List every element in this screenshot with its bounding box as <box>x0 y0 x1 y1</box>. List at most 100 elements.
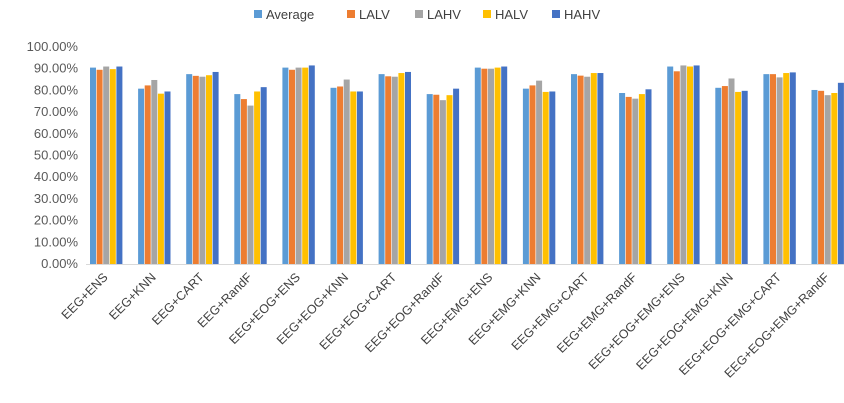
bar-hahv-eeg-eog-emg-ens <box>693 65 700 264</box>
bar-hahv-eeg-eog-emg-randf <box>837 82 844 264</box>
bar-lahv-eeg-eog-knn <box>343 79 350 264</box>
bar-hahv-eeg-randf <box>260 87 267 265</box>
bar-lalv-eeg-emg-randf <box>625 96 632 264</box>
legend-label: LALV <box>359 7 390 22</box>
legend-swatch <box>254 10 262 18</box>
y-tick-label: 10.00% <box>34 234 79 249</box>
bar-halv-eeg-emg-knn <box>542 91 549 264</box>
bar-hahv-eeg-eog-emg-knn <box>741 90 748 264</box>
legend-label: Average <box>266 7 314 22</box>
legend-swatch <box>552 10 560 18</box>
bar-average-eeg-emg-knn <box>522 88 529 264</box>
legend-item-lahv: LAHV <box>415 7 461 22</box>
bar-lalv-eeg-eog-knn <box>337 86 344 265</box>
legend-swatch <box>415 10 423 18</box>
legend-label: LAHV <box>427 7 461 22</box>
bar-hahv-eeg-emg-randf <box>645 89 652 264</box>
legend-item-halv: HALV <box>483 7 528 22</box>
y-tick-label: 60.00% <box>34 126 79 141</box>
bar-average-eeg-eog-emg-ens <box>667 66 674 264</box>
bar-lahv-eeg-knn <box>151 79 158 264</box>
bar-lalv-eeg-eog-randf <box>433 94 440 265</box>
y-tick-label: 40.00% <box>34 169 79 184</box>
legend-item-lalv: LALV <box>347 7 390 22</box>
bar-halv-eeg-eog-cart <box>398 73 405 264</box>
bar-average-eeg-cart <box>186 74 193 265</box>
bar-halv-eeg-eog-randf <box>446 95 453 264</box>
x-axis: EEG+ENSEEG+KNNEEG+CARTEEG+RandFEEG+EOG+E… <box>59 264 844 381</box>
bar-average-eeg-emg-ens <box>474 67 481 264</box>
bar-hahv-eeg-eog-knn <box>356 91 363 264</box>
bar-lahv-eeg-eog-randf <box>439 100 446 264</box>
legend-label: HAHV <box>564 7 600 22</box>
bar-lalv-eeg-cart <box>192 75 199 264</box>
bar-lahv-eeg-eog-emg-randf <box>824 95 831 264</box>
bar-lalv-eeg-knn <box>144 85 151 264</box>
bar-lalv-eeg-emg-knn <box>529 85 536 264</box>
bar-hahv-eeg-emg-cart <box>597 73 604 264</box>
bar-hahv-eeg-ens <box>116 66 123 264</box>
bar-lahv-eeg-ens <box>103 66 110 264</box>
bar-lalv-eeg-eog-emg-cart <box>770 74 776 265</box>
y-tick-label: 80.00% <box>34 82 79 97</box>
bar-lalv-eeg-emg-ens <box>481 68 488 264</box>
bar-average-eeg-eog-cart <box>378 74 385 265</box>
bar-lalv-eeg-eog-cart <box>385 76 392 264</box>
bar-lahv-eeg-eog-emg-knn <box>728 78 735 264</box>
bar-lahv-eeg-emg-cart <box>584 76 591 264</box>
legend: Average LALV LAHV HALV HAHV <box>254 7 600 22</box>
bar-hahv-eeg-eog-ens <box>308 65 315 264</box>
y-tick-label: 20.00% <box>34 213 79 228</box>
bar-lahv-eeg-cart <box>199 76 206 264</box>
x-tick-label: EEG+KNN <box>106 270 158 322</box>
bar-lahv-eeg-eog-emg-ens <box>680 65 687 264</box>
bar-lahv-eeg-emg-knn <box>536 80 543 264</box>
bar-lahv-eeg-eog-ens <box>295 67 302 264</box>
y-axis: 0.00% 10.00% 20.00% 30.00% 40.00% 50.00% 60.00… <box>27 39 79 271</box>
bar-halv-eeg-emg-ens <box>494 67 501 264</box>
legend-item-hahv: HAHV <box>552 7 600 22</box>
bar-average-eeg-eog-randf <box>426 94 433 264</box>
bar-average-eeg-emg-randf <box>619 93 626 264</box>
y-tick-label: 70.00% <box>34 104 79 119</box>
bar-hahv-eeg-eog-cart <box>405 71 411 264</box>
x-tick-label: EEG+EOG+RandF <box>362 270 447 355</box>
bar-lahv-eeg-emg-ens <box>488 68 494 264</box>
bar-hahv-eeg-emg-knn <box>549 91 556 264</box>
y-tick-label: 0.00% <box>41 256 78 271</box>
bar-lahv-eeg-emg-randf <box>632 98 639 265</box>
bar-average-eeg-eog-ens <box>282 67 289 264</box>
bar-hahv-eeg-eog-randf <box>453 88 460 264</box>
x-tick-label: EEG+EOG+EMG+KNN <box>633 270 735 372</box>
bar-lalv-eeg-eog-emg-ens <box>673 71 680 264</box>
bar-lahv-eeg-eog-cart <box>391 76 398 264</box>
bar-halv-eeg-eog-emg-randf <box>831 93 838 264</box>
legend-swatch <box>347 10 355 18</box>
bar-hahv-eeg-emg-ens <box>501 66 508 264</box>
bar-halv-eeg-emg-randf <box>638 94 645 264</box>
bar-lalv-eeg-randf <box>240 99 247 264</box>
legend-label: HALV <box>495 7 528 22</box>
bars <box>90 65 844 265</box>
bar-halv-eeg-ens <box>109 69 116 264</box>
bar-halv-eeg-eog-emg-ens <box>687 66 693 264</box>
bar-halv-eeg-emg-cart <box>590 73 597 264</box>
bar-lalv-eeg-eog-emg-knn <box>721 86 728 264</box>
y-tick-label: 50.00% <box>34 148 79 163</box>
bar-halv-eeg-eog-knn <box>350 91 357 264</box>
bar-lahv-eeg-eog-emg-cart <box>776 77 783 264</box>
bar-lalv-eeg-eog-emg-randf <box>818 90 825 264</box>
legend-swatch <box>483 10 491 18</box>
bar-average-eeg-randf <box>234 94 241 264</box>
legend-item-average: Average <box>254 7 314 22</box>
bar-lahv-eeg-randf <box>247 105 254 264</box>
bar-average-eeg-knn <box>138 88 145 264</box>
bar-hahv-eeg-eog-emg-cart <box>789 72 796 264</box>
bar-lalv-eeg-ens <box>96 69 103 264</box>
bar-halv-eeg-eog-emg-cart <box>783 73 790 264</box>
bar-lalv-eeg-eog-ens <box>289 69 295 264</box>
bar-halv-eeg-eog-ens <box>302 67 309 264</box>
y-tick-label: 100.00% <box>27 39 79 54</box>
